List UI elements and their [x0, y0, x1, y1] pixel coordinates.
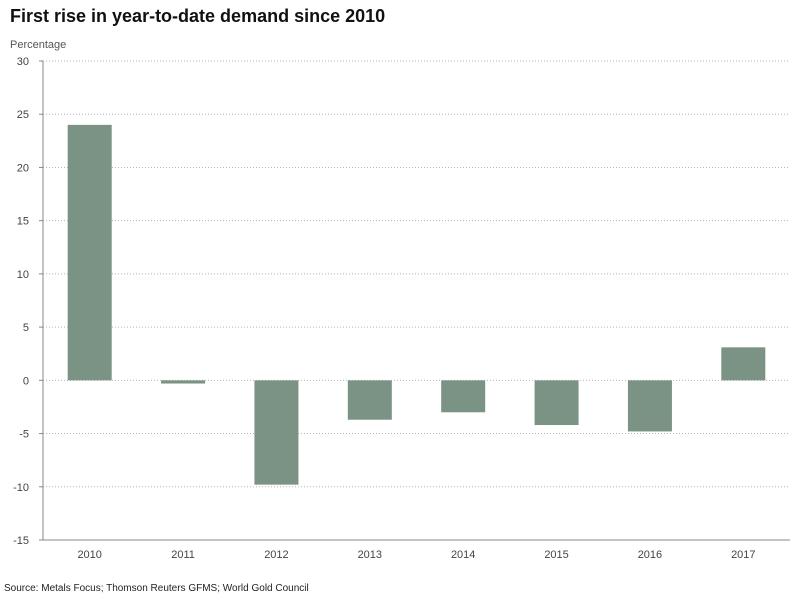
source-note: Source: Metals Focus; Thomson Reuters GF… — [4, 583, 309, 594]
y-tick-label: 0 — [23, 375, 29, 387]
y-tick-label: 25 — [17, 109, 29, 121]
bar-2012 — [254, 380, 299, 485]
y-tick-label: 10 — [17, 269, 29, 281]
y-tick-label: -10 — [13, 482, 29, 494]
bar-2010 — [67, 124, 112, 381]
x-tick-label: 2015 — [544, 549, 568, 561]
y-tick-label: 5 — [23, 322, 29, 334]
x-tick-label: 2010 — [77, 549, 101, 561]
x-tick-label: 2017 — [731, 549, 755, 561]
x-tick-label: 2016 — [638, 549, 662, 561]
y-tick-label: -5 — [19, 429, 29, 441]
bar-2015 — [534, 380, 579, 426]
bar-2011 — [161, 380, 206, 384]
bar-2016 — [627, 380, 672, 432]
bar-2013 — [347, 380, 392, 420]
x-tick-label: 2012 — [264, 549, 288, 561]
bar-2017 — [721, 347, 766, 381]
x-tick-label: 2013 — [358, 549, 382, 561]
y-tick-label: 15 — [17, 216, 29, 228]
bar-2014 — [441, 380, 486, 413]
y-tick-label: 30 — [17, 56, 29, 68]
chart-title: First rise in year-to-date demand since … — [10, 6, 386, 26]
y-tick-label: -15 — [13, 535, 29, 547]
y-axis-label: Percentage — [10, 39, 67, 51]
y-tick-label: 20 — [17, 162, 29, 174]
x-tick-label: 2014 — [451, 549, 475, 561]
x-tick-label: 2011 — [171, 549, 195, 561]
